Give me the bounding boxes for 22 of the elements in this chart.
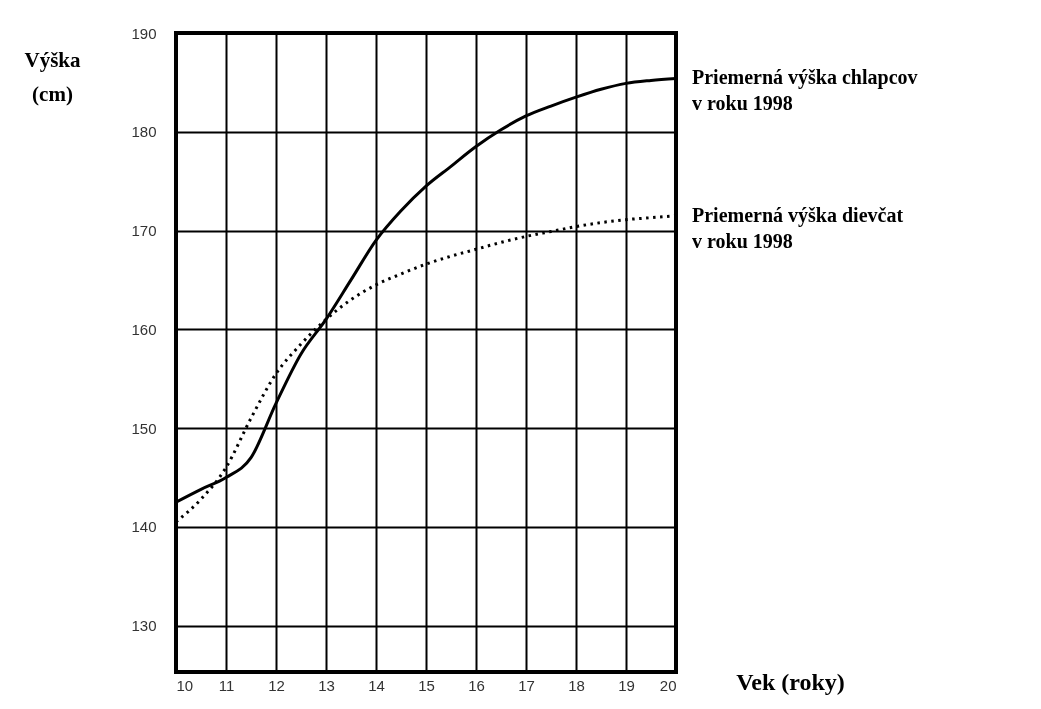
y-tick-label: 160 xyxy=(131,320,157,338)
x-tick-label: 19 xyxy=(618,676,635,694)
x-tick-label: 13 xyxy=(318,676,335,694)
x-tick-label: 15 xyxy=(418,676,435,694)
y-tick-label: 190 xyxy=(131,24,157,42)
series-label: Priemerná výška dievčat v roku 1998 xyxy=(692,203,904,252)
x-tick-label: 10 xyxy=(176,676,194,694)
series-label: Priemerná výška chlapcov v roku 1998 xyxy=(692,66,918,115)
x-tick-label: 14 xyxy=(368,676,385,694)
x-tick-label: 16 xyxy=(468,676,485,694)
y-tick-label: 150 xyxy=(131,419,157,437)
x-axis-title: Vek (roky) xyxy=(736,668,845,695)
x-tick-label: 18 xyxy=(568,676,585,694)
x-tick-label: 11 xyxy=(218,676,235,694)
y-tick-label: 140 xyxy=(131,518,157,536)
y-tick-label: 130 xyxy=(131,617,157,635)
x-tick-label: 17 xyxy=(518,676,535,694)
x-tick-label: 20 xyxy=(659,676,677,694)
x-tick-label: 12 xyxy=(268,676,285,694)
y-tick-label: 180 xyxy=(131,123,157,141)
y-tick-label: 170 xyxy=(131,222,157,240)
y-axis-title: Výška (cm) xyxy=(24,47,81,106)
